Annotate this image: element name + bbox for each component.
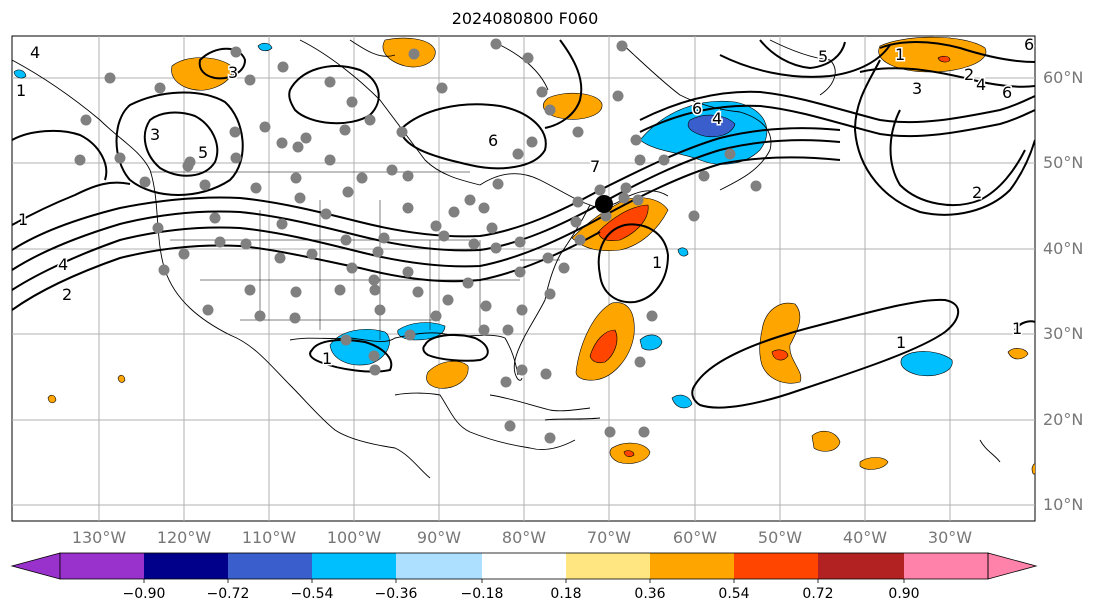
contour-label: 4	[712, 109, 722, 128]
contour-label: 3	[150, 125, 160, 144]
lon-label: 130°W	[71, 528, 127, 547]
colorbar-tick-label: −0.54	[290, 586, 334, 602]
lat-label: 40°N	[1043, 239, 1084, 258]
contour-label: 2	[964, 65, 974, 84]
colorbar-under-arrow	[10, 552, 61, 580]
lat-label: 50°N	[1043, 153, 1084, 172]
contour-labels: 1 2 3 4 5 6 7 1 2 1 1 1 1 6 3 4 6 2 4 1 …	[15, 35, 1036, 370]
contour-label: 1	[652, 253, 662, 272]
contour-label: 1	[896, 333, 906, 352]
colorbar-segment	[60, 553, 144, 579]
colorbar-tick-label: −0.18	[460, 586, 504, 602]
lat-label: 20°N	[1043, 410, 1084, 429]
contour-label: 4	[30, 43, 40, 62]
contour-label: 4	[976, 75, 986, 94]
contour-label: 4	[58, 255, 68, 274]
contour-label: 5	[198, 143, 208, 162]
lon-label: 50°W	[757, 528, 803, 547]
colorbar-tick-label: 0.18	[550, 586, 582, 602]
colorbar-segment	[734, 553, 818, 579]
contour-label: 1	[895, 45, 905, 64]
colorbar-tick-label: 0.90	[888, 586, 920, 602]
contour-label: 1	[18, 210, 28, 229]
colorbar-tick-label: 0.36	[634, 586, 666, 602]
contour-label: 1	[16, 81, 26, 100]
colorbar-segment	[312, 553, 396, 579]
colorbar-segment	[228, 553, 312, 579]
lon-label: 70°W	[586, 528, 632, 547]
contour-label: 7	[590, 157, 600, 176]
lon-label: 120°W	[156, 528, 212, 547]
location-marker	[595, 195, 613, 213]
colorbar-segment	[396, 553, 482, 579]
colorbar-tick-label: −0.90	[122, 586, 166, 602]
contour-label: 3	[912, 79, 922, 98]
lat-label: 30°N	[1043, 324, 1084, 343]
colorbar-segment	[650, 553, 734, 579]
contour-label: 2	[62, 285, 72, 304]
contour-label: 6	[488, 131, 498, 150]
contour-label: 6	[1024, 35, 1034, 54]
coastlines	[12, 39, 1001, 479]
lon-label: 60°W	[672, 528, 718, 547]
lon-label: 110°W	[241, 528, 297, 547]
colorbar-segment	[144, 553, 228, 579]
gridlines	[12, 36, 1035, 521]
colorbar	[10, 552, 1038, 583]
colorbar-segment	[904, 553, 988, 579]
contour-label: 1	[1012, 319, 1022, 338]
contour-label: 2	[972, 183, 982, 202]
colorbar-over-arrow	[987, 552, 1038, 580]
lon-label: 80°W	[501, 528, 547, 547]
lon-label: 40°W	[842, 528, 888, 547]
colorbar-tick-label: 0.72	[802, 586, 834, 602]
map-title: 2024080800 F060	[451, 9, 599, 28]
lon-label: 100°W	[326, 528, 382, 547]
lon-label: 30°W	[927, 528, 973, 547]
station-dots	[74, 38, 762, 444]
contour-label: 6	[1002, 83, 1012, 102]
contour-label: 6	[692, 99, 702, 118]
colorbar-segment	[482, 553, 566, 579]
contour-label: 3	[228, 63, 238, 82]
colorbar-tick-label: −0.72	[206, 586, 250, 602]
colorbar-tick-label: 0.54	[718, 586, 750, 602]
contour-label: 1	[322, 349, 332, 368]
colorbar-segment	[566, 553, 650, 579]
lat-label: 10°N	[1043, 495, 1084, 514]
colorbar-segment	[818, 553, 904, 579]
colorbar-tick-label: −0.36	[374, 586, 418, 602]
lon-label: 90°W	[416, 528, 462, 547]
lat-label: 60°N	[1043, 68, 1084, 87]
contour-label: 5	[818, 47, 828, 66]
